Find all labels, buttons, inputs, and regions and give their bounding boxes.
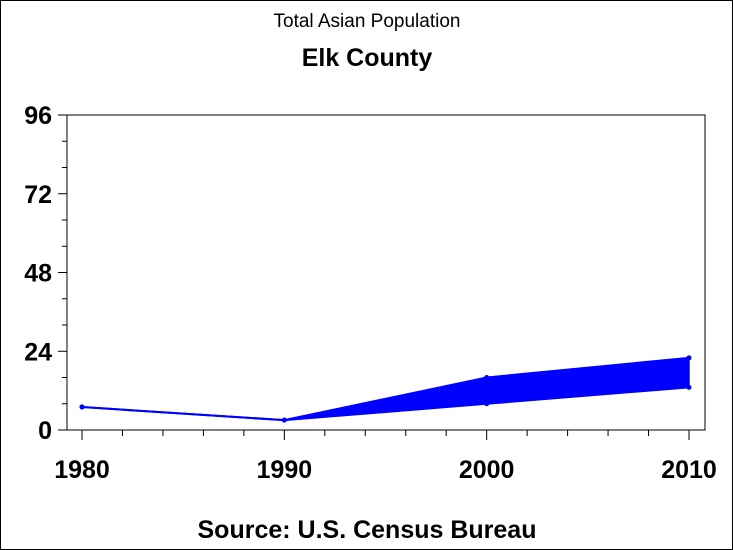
x-tick-label: 2010 xyxy=(661,456,717,484)
x-tick-label: 2000 xyxy=(459,456,515,484)
data-point xyxy=(686,384,692,390)
series-line-lower xyxy=(81,386,690,422)
data-point xyxy=(484,401,490,407)
y-tick-label: 96 xyxy=(24,102,52,130)
x-tick-label: 1980 xyxy=(54,456,110,484)
y-tick-label: 24 xyxy=(24,338,52,366)
data-point xyxy=(281,417,287,423)
chart-subtitle: Elk County xyxy=(302,44,433,72)
data-point xyxy=(686,355,692,361)
chart-title: Total Asian Population xyxy=(274,11,461,32)
data-point xyxy=(484,375,490,380)
y-tick-label: 0 xyxy=(38,417,52,445)
chart-footnote: Source: U.S. Census Bureau xyxy=(198,516,537,544)
y-tick-label: 48 xyxy=(24,260,52,288)
y-tick-label: 72 xyxy=(24,181,52,209)
data-point xyxy=(79,404,85,410)
x-tick-label: 1990 xyxy=(257,456,313,484)
